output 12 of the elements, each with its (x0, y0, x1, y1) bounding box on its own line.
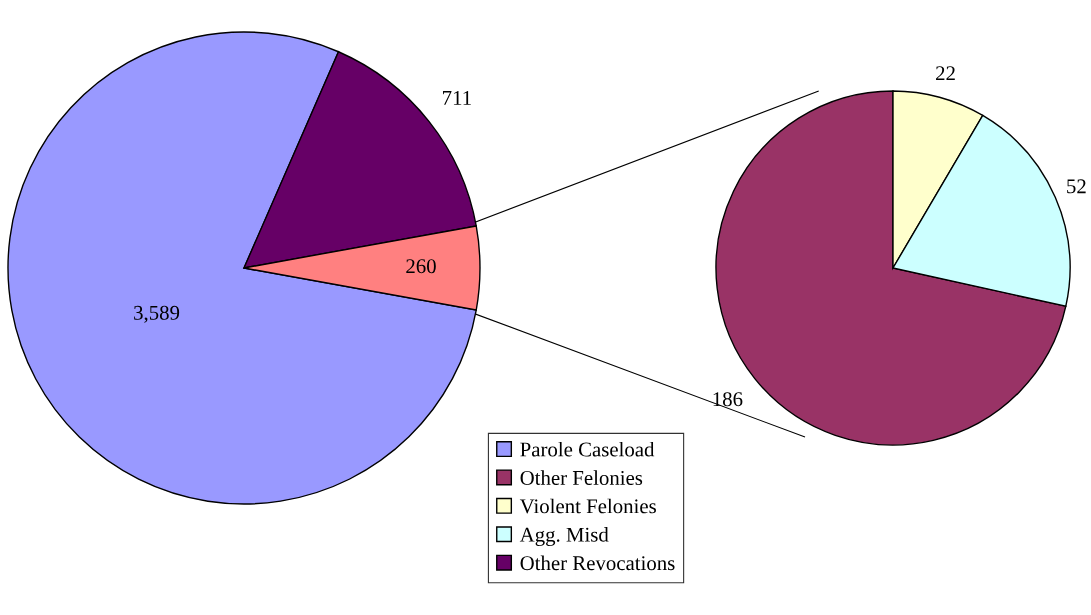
legend-label: Agg. Misd (519, 527, 609, 547)
data-label: 52 (1067, 179, 1086, 194)
data-label: 3,589 (134, 305, 180, 323)
data-label: 186 (713, 392, 743, 407)
legend-label: Violent Felonies (519, 498, 656, 514)
legend-label: Other Revocations (520, 555, 675, 571)
data-label: 711 (443, 90, 471, 105)
legend-label: Other Felonies (520, 470, 643, 485)
pie-slice (715, 90, 1067, 446)
data-label: 22 (936, 66, 955, 81)
data-label: 260 (406, 259, 436, 274)
legend-label: Parole Caseload (520, 441, 655, 457)
